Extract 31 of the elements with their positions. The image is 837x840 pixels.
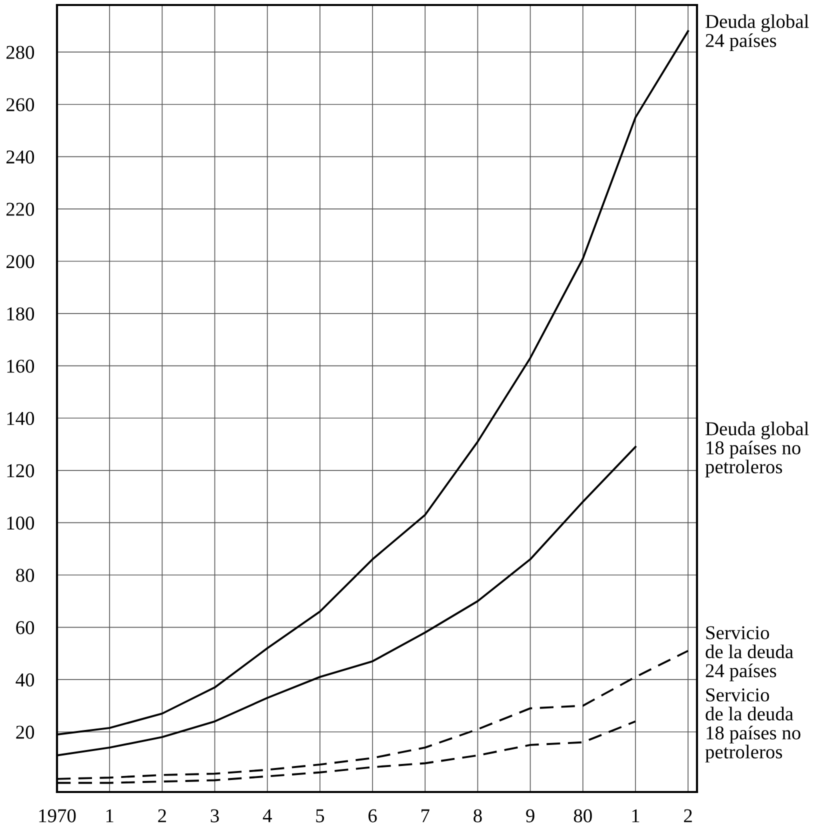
y-tick-label: 60 — [16, 621, 34, 634]
y-tick-label: 20 — [16, 726, 34, 739]
y-tick-label: 40 — [16, 673, 34, 687]
x-tick-label: 8 — [474, 809, 482, 822]
x-tick-label: 1 — [632, 809, 640, 822]
y-tick-label: 120 — [7, 464, 34, 478]
y-tick-label: 200 — [6, 255, 34, 268]
text: Servicio de la deuda 18 países no petroleros — [705, 688, 800, 762]
y-tick-label: 100 — [7, 516, 34, 530]
y-tick-label: 240 — [6, 150, 34, 164]
y-tick-label: 80 — [16, 568, 34, 582]
y-tick-label: 220 — [6, 202, 34, 216]
x-tick-label: 2 — [158, 809, 166, 822]
x-tick-label: 5 — [316, 809, 324, 822]
x-tick-label: 9 — [526, 809, 534, 822]
y-tick-label: 160 — [7, 360, 34, 373]
x-tick-label: 7 — [422, 809, 430, 822]
x-tick-label: 6 — [368, 809, 377, 822]
y-tick-label: 140 — [7, 412, 34, 426]
y-tick-label: 260 — [6, 98, 34, 112]
series-label: Deuda global 24 países — [706, 14, 809, 52]
x-tick-label: 80 — [574, 809, 592, 822]
x-tick-label: 4 — [262, 809, 272, 822]
x-tick-label: 2 — [684, 809, 692, 822]
y-tick-label: 180 — [7, 307, 34, 320]
y-tick-label: 280 — [6, 46, 34, 59]
x-tick-label: 3 — [210, 809, 219, 822]
x-tick-label: 1 — [106, 809, 114, 822]
text: Deuda global 18 países no petroleros — [705, 422, 809, 478]
x-tick-label: 1970 — [39, 809, 76, 822]
series-label: Servicio de la deuda 24 países — [706, 626, 794, 682]
